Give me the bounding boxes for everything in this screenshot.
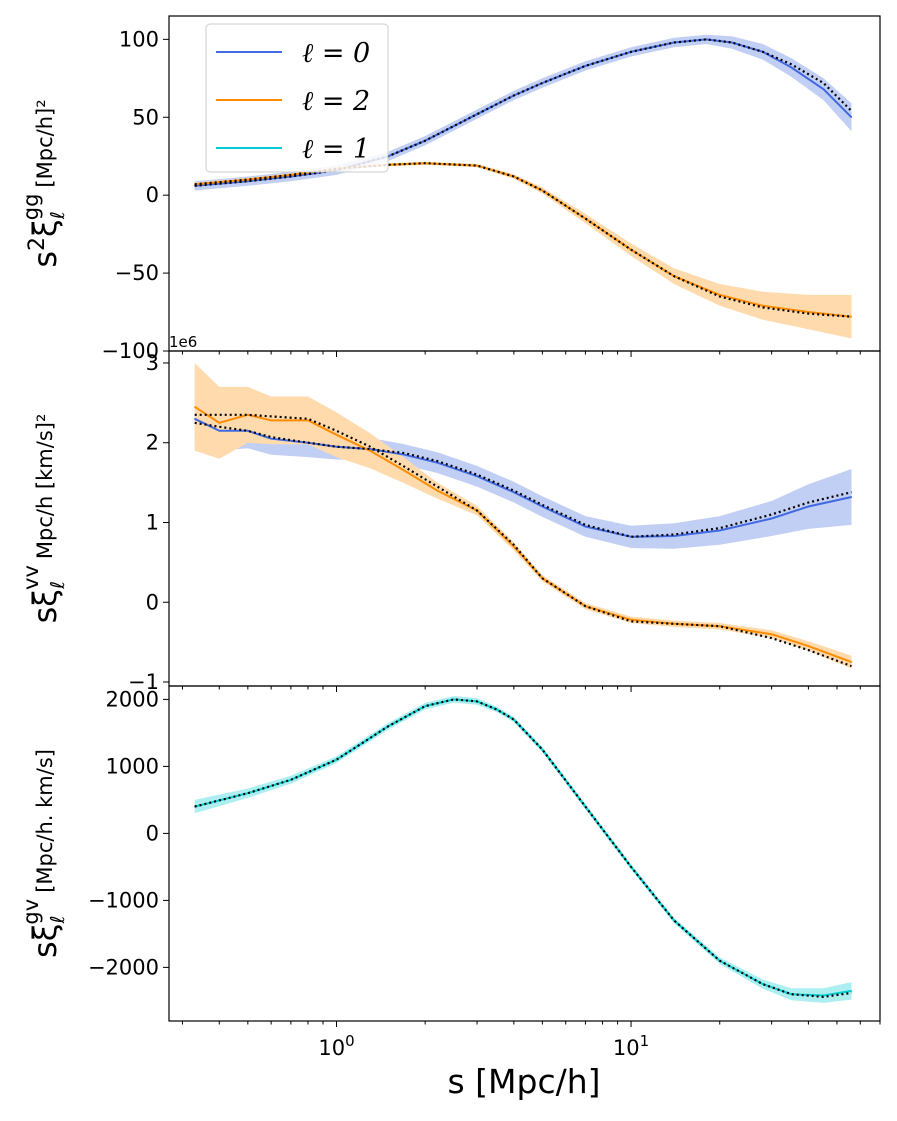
y-tick-label: −1 [128, 670, 159, 694]
y-axis-label: sξℓgv[Mpc/h. km/s] [19, 749, 69, 958]
data-point [436, 490, 438, 492]
data-point [247, 414, 249, 416]
panel-middle: −1 0 1 2 3 sξℓvvMpc/h [km/s]² 1e6 [19, 333, 881, 694]
data-point [424, 705, 426, 707]
data-point [476, 113, 478, 115]
y-tick-label: 100 [119, 27, 159, 51]
legend-label: ℓ = 1 [302, 134, 370, 165]
panel-bottom: −2000 −1000 0 1000 2000 sξℓgv[Mpc/h. km/s] [19, 685, 881, 1027]
data-point [705, 38, 707, 41]
data-point [584, 65, 587, 67]
y-tick-label: −2000 [88, 955, 159, 979]
y-tick-label: 2 [146, 431, 159, 455]
panel-top: −100 −50 0 50 100 s2ξℓgg[Mpc/h]² [19, 15, 881, 363]
data-point [496, 708, 498, 711]
data-point [807, 311, 810, 313]
data-point [436, 462, 438, 464]
data-point [762, 983, 764, 985]
data-point [307, 419, 309, 421]
data-point [719, 625, 721, 627]
y-tick-label: 1000 [106, 754, 159, 778]
data-point [790, 993, 792, 995]
data-point [673, 535, 675, 537]
data-point [194, 406, 196, 408]
data-point [807, 505, 810, 508]
y-tick-label: 0 [146, 821, 159, 845]
data-point [630, 619, 632, 621]
data-point [218, 422, 220, 424]
data-point [850, 990, 853, 992]
y-axis-label: sξℓvvMpc/h [km/s]² [19, 414, 69, 624]
data-point [335, 434, 338, 436]
data-point [541, 749, 544, 751]
axes-frame [168, 685, 881, 1022]
x-tick-label: 101 [613, 1032, 649, 1060]
x-axis-label: s [Mpc/h] [447, 1062, 600, 1101]
data-point [771, 633, 773, 635]
data-point [218, 430, 220, 432]
data-point [403, 454, 405, 456]
legend-label: ℓ = 2 [302, 86, 370, 117]
data-point [476, 165, 478, 167]
data-point [850, 316, 853, 318]
y-tick-label: −1000 [88, 888, 159, 912]
band-top-1 [194, 161, 852, 339]
data-point [513, 491, 515, 493]
y-tick-label: −100 [101, 339, 159, 363]
y-tick-label: −50 [115, 261, 159, 285]
data-point [476, 475, 478, 477]
data-point [247, 179, 249, 181]
legend-label: ℓ = 0 [302, 38, 370, 69]
data-point [762, 305, 764, 307]
data-point [453, 698, 455, 701]
y-tick-label: 3 [146, 351, 159, 375]
data-point [541, 189, 544, 192]
data-point [673, 919, 675, 922]
data-point [335, 446, 338, 448]
y-tick-label: 50 [132, 105, 159, 129]
data-point [247, 430, 249, 432]
model-line-bottom-0 [194, 698, 852, 999]
data-point [270, 419, 272, 421]
data-point [584, 525, 587, 528]
data-point [731, 41, 733, 44]
data-point [719, 294, 721, 296]
band-middle-1 [194, 363, 852, 669]
data-point [513, 545, 515, 548]
data-point [822, 88, 825, 90]
offset-text: 1e6 [169, 333, 197, 351]
y-tick-label: 0 [146, 590, 159, 614]
data-point [369, 450, 371, 452]
data-point [194, 418, 196, 420]
band-bottom-0 [194, 696, 852, 1003]
data-point [403, 470, 405, 472]
x-tick-label: 100 [318, 1032, 354, 1060]
y-axis-label: s2ξℓgg[Mpc/h]² [19, 99, 69, 267]
data-point [247, 180, 249, 182]
data-point [673, 623, 675, 625]
series-line-bottom-0 [194, 698, 852, 997]
y-tick-label: 2000 [106, 687, 159, 711]
data-point [850, 116, 853, 118]
data-point [807, 645, 810, 647]
data-point [270, 438, 272, 440]
model-line-middle-1 [194, 413, 852, 668]
data-point [790, 66, 792, 68]
legend-box [205, 23, 389, 173]
data-point [771, 517, 773, 520]
y-tick-label: 1 [146, 510, 159, 534]
data-point [850, 496, 853, 498]
legend: ℓ = 0 ℓ = 2 ℓ = 1 [205, 23, 389, 173]
data-point [719, 529, 721, 532]
y-tick-label: 0 [146, 183, 159, 207]
data-point [850, 661, 853, 663]
data-point [369, 448, 371, 450]
